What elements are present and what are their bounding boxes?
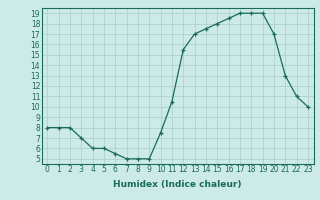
X-axis label: Humidex (Indice chaleur): Humidex (Indice chaleur) — [113, 180, 242, 189]
